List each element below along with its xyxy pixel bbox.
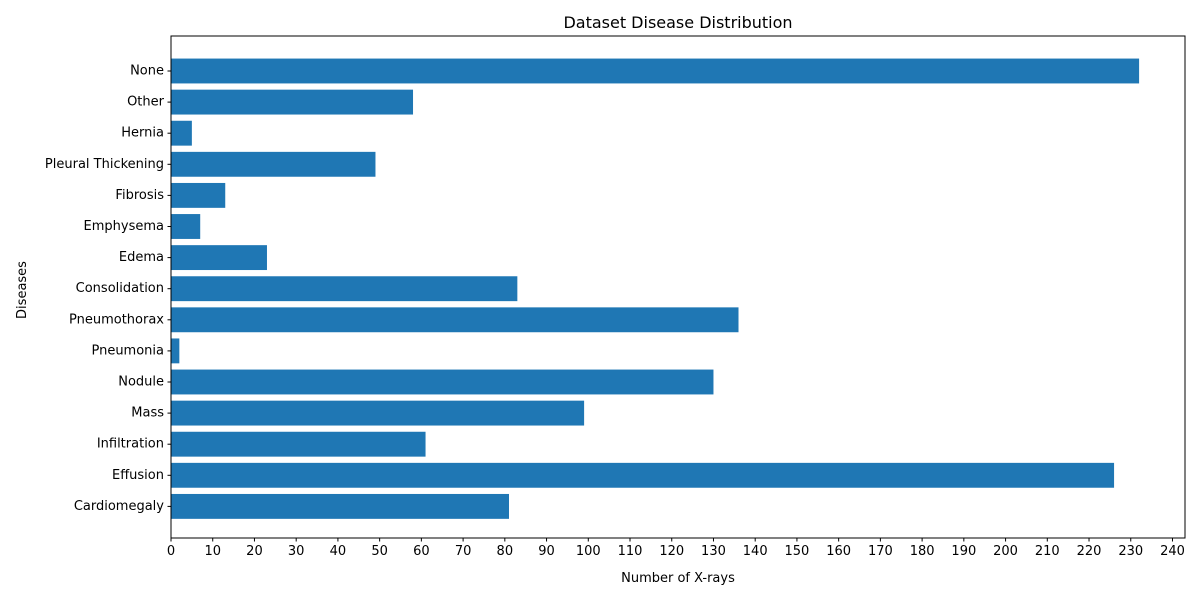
x-axis-ticks: 0 10 20 30 40 50 60 70 80 90 100 110 120 130 140 150 160… xyxy=(167,538,1185,559)
y-tick-label: Edema xyxy=(119,250,164,265)
x-tick-label: 140 xyxy=(743,544,768,559)
x-tick-label: 150 xyxy=(785,544,810,559)
x-tick-label: 210 xyxy=(1035,544,1060,559)
bar-infiltration xyxy=(171,431,426,457)
x-tick-label: 200 xyxy=(993,544,1018,559)
x-tick-label: 110 xyxy=(618,544,643,559)
bar-edema xyxy=(171,245,267,271)
x-tick-label: 100 xyxy=(576,544,601,559)
bar-pleural-thickening xyxy=(171,151,376,177)
bar-nodule xyxy=(171,369,714,395)
y-tick-label: Pneumothorax xyxy=(69,312,164,327)
x-tick-label: 220 xyxy=(1077,544,1102,559)
y-tick-label: Consolidation xyxy=(76,281,164,296)
bar-none xyxy=(171,58,1140,84)
y-tick-label: Pleural Thickening xyxy=(45,157,164,172)
y-tick-label: Hernia xyxy=(121,126,164,141)
bar-hernia xyxy=(171,120,192,146)
x-tick-label: 120 xyxy=(659,544,684,559)
x-tick-label: 170 xyxy=(868,544,893,559)
x-tick-label: 240 xyxy=(1160,544,1185,559)
x-tick-label: 60 xyxy=(413,544,430,559)
x-tick-label: 180 xyxy=(910,544,935,559)
x-tick-label: 190 xyxy=(951,544,976,559)
x-tick-label: 90 xyxy=(538,544,555,559)
y-tick-label: None xyxy=(130,64,164,79)
y-tick-label: Effusion xyxy=(112,468,164,483)
y-tick-label: Cardiomegaly xyxy=(74,499,164,514)
y-tick-label: Infiltration xyxy=(97,437,164,452)
y-tick-label: Fibrosis xyxy=(115,188,164,203)
bar-pneumothorax xyxy=(171,307,739,333)
x-tick-label: 10 xyxy=(204,544,221,559)
bar-other xyxy=(171,89,414,115)
x-tick-label: 50 xyxy=(371,544,388,559)
x-tick-label: 30 xyxy=(288,544,305,559)
y-tick-label: Other xyxy=(127,95,165,110)
chart-title: Dataset Disease Distribution xyxy=(563,13,792,32)
x-tick-label: 20 xyxy=(246,544,263,559)
y-tick-label: Emphysema xyxy=(84,219,164,234)
bar-effusion xyxy=(171,462,1115,488)
x-axis-label: Number of X-rays xyxy=(621,571,735,586)
bar-emphysema xyxy=(171,214,201,239)
y-tick-label: Nodule xyxy=(118,375,164,390)
x-tick-label: 0 xyxy=(167,544,175,559)
bar-consolidation xyxy=(171,276,518,302)
bar-pneumonia xyxy=(171,338,180,364)
x-tick-label: 130 xyxy=(701,544,726,559)
plot-frame xyxy=(170,35,1186,539)
x-tick-label: 80 xyxy=(497,544,514,559)
bar-fibrosis xyxy=(171,182,226,208)
y-axis-label: Diseases xyxy=(15,261,30,319)
x-tick-label: 160 xyxy=(826,544,851,559)
y-tick-label: Pneumonia xyxy=(91,343,164,358)
bar-mass xyxy=(171,400,585,426)
plot-area xyxy=(171,58,1140,519)
y-tick-label: Mass xyxy=(131,406,164,421)
bar-cardiomegaly xyxy=(171,493,509,519)
y-axis-ticks: Cardiomegaly Effusion Infiltration Mass Nodu… xyxy=(45,64,171,514)
x-tick-label: 70 xyxy=(455,544,472,559)
x-tick-label: 40 xyxy=(330,544,347,559)
x-tick-label: 230 xyxy=(1118,544,1143,559)
